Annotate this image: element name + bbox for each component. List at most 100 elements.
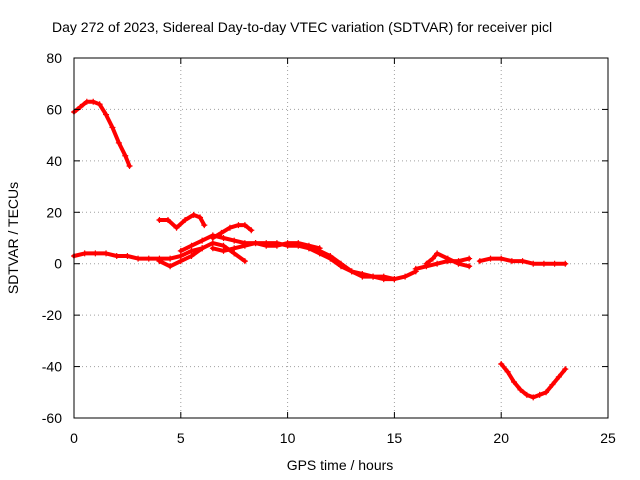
- data-point: [252, 240, 259, 247]
- data-point: [231, 250, 238, 257]
- x-tick-label: 25: [600, 430, 616, 446]
- data-point: [498, 361, 505, 367]
- data-point: [220, 247, 227, 254]
- series-arc-mid-high: [156, 211, 208, 231]
- data-point: [90, 98, 97, 105]
- data-point: [188, 253, 195, 259]
- y-tick-label: 60: [46, 101, 62, 117]
- series-arc-mid-2: [209, 222, 255, 241]
- data-point: [235, 222, 242, 229]
- data-point: [92, 250, 99, 257]
- data-point: [209, 232, 216, 239]
- data-point: [81, 250, 88, 257]
- data-point: [201, 222, 208, 229]
- data-point: [498, 255, 505, 262]
- data-point: [226, 224, 233, 231]
- data-point: [555, 373, 562, 380]
- data-point: [530, 394, 537, 401]
- data-point: [177, 247, 184, 254]
- data-point: [109, 124, 116, 131]
- data-point: [209, 240, 216, 247]
- data-point: [115, 139, 122, 146]
- y-tick-label: 80: [46, 50, 62, 66]
- data-point: [511, 379, 518, 385]
- data-point: [241, 222, 248, 229]
- data-point: [167, 255, 174, 262]
- series-late-negative-arc: [498, 361, 569, 401]
- data-point: [83, 98, 90, 105]
- data-point: [197, 214, 204, 221]
- series-line: [72, 99, 132, 168]
- series-baseline-e: [305, 245, 398, 283]
- data-point: [248, 227, 255, 234]
- data-point: [284, 242, 291, 249]
- data-point: [231, 245, 238, 252]
- data-point: [273, 240, 280, 247]
- data-point: [220, 242, 227, 249]
- data-point: [423, 260, 430, 267]
- data-point: [241, 258, 248, 265]
- data-point: [487, 255, 494, 262]
- series-arc-early-high: [71, 98, 133, 169]
- data-point: [135, 255, 142, 262]
- data-point: [305, 245, 312, 252]
- data-point: [359, 273, 366, 280]
- data-point: [517, 386, 524, 393]
- data-point: [508, 258, 515, 265]
- x-tick-label: 10: [280, 430, 296, 446]
- data-point: [348, 268, 355, 275]
- data-point: [523, 391, 530, 398]
- data-point: [156, 258, 163, 265]
- x-tick-label: 15: [387, 430, 403, 446]
- plot-frame: [73, 57, 609, 419]
- data-point: [124, 253, 131, 259]
- y-tick-label: -20: [42, 307, 62, 323]
- y-tick-label: -40: [42, 359, 62, 375]
- data-point: [199, 245, 206, 252]
- data-point: [113, 253, 120, 259]
- series-line: [210, 223, 254, 240]
- data-point: [295, 242, 302, 249]
- data-point: [455, 260, 462, 267]
- y-tick-label: 0: [54, 256, 62, 272]
- ticks: [73, 57, 609, 419]
- data-point: [231, 237, 238, 244]
- data-point: [241, 242, 248, 249]
- data-point: [188, 242, 195, 249]
- data-point: [540, 260, 547, 267]
- data-point: [190, 211, 197, 218]
- data-point: [103, 111, 110, 118]
- data-point: [338, 263, 344, 270]
- data-point: [370, 273, 377, 280]
- y-tick-label: 20: [46, 204, 62, 220]
- y-tick-label: 40: [46, 153, 62, 169]
- data-point: [220, 235, 227, 241]
- data-point: [145, 255, 152, 262]
- data-point: [434, 260, 441, 267]
- data-point: [530, 260, 537, 267]
- data-point: [434, 250, 441, 257]
- x-tick-label: 5: [177, 430, 185, 446]
- data-point: [103, 250, 110, 257]
- series-late-arc-2: [423, 250, 473, 270]
- data-point: [263, 240, 270, 247]
- data-point: [466, 263, 473, 270]
- series-late-baseline: [476, 255, 569, 267]
- data-point: [167, 263, 174, 270]
- data-point: [380, 276, 387, 283]
- data-point: [316, 250, 323, 257]
- y-axis-label: SDTVAR / TECUs: [5, 182, 21, 294]
- data-layer: [71, 98, 569, 401]
- y-tick-label: -60: [42, 410, 62, 426]
- data-point: [551, 260, 558, 267]
- data-point: [188, 247, 195, 254]
- data-point: [466, 255, 473, 262]
- data-point: [218, 229, 225, 236]
- data-point: [476, 258, 483, 265]
- data-point: [177, 253, 184, 259]
- data-point: [156, 217, 163, 223]
- data-point: [504, 368, 511, 375]
- data-point: [182, 217, 189, 223]
- x-axis-label: GPS time / hours: [287, 457, 394, 473]
